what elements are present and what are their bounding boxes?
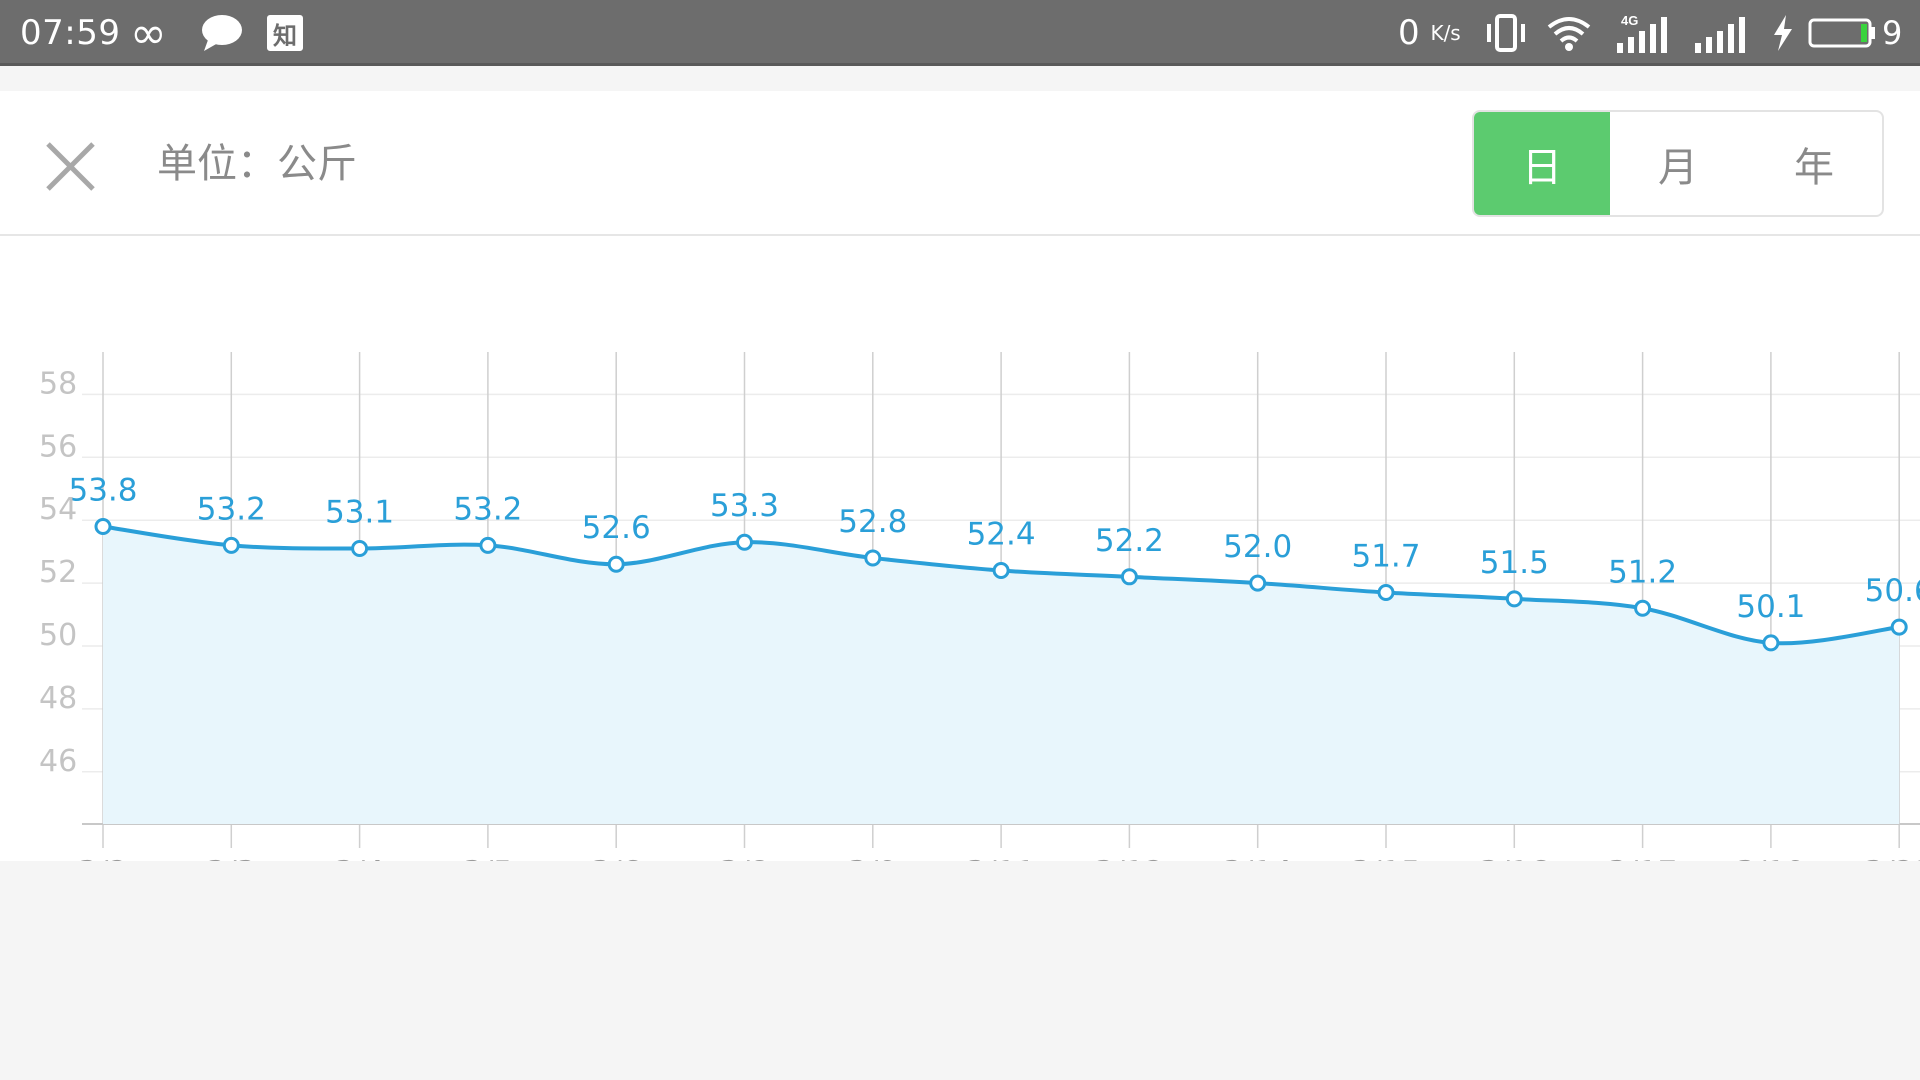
area-fill xyxy=(103,526,1900,824)
data-label: 51.5 xyxy=(1480,545,1549,581)
weight-chart-panel: 单位：公斤 日 月 年 53.8 53.2 53.1 53.2 52.6 53.3 52.8… xyxy=(0,91,1920,861)
x-tick-date: 3/17 xyxy=(1608,855,1678,861)
chat-bubble-icon xyxy=(200,0,244,66)
data-label: 53.2 xyxy=(453,491,522,527)
status-bar: 07:59 ∞ 知 0 K/s 4G 9 xyxy=(0,0,1920,66)
x-tick-date: 3/8 xyxy=(720,855,770,861)
y-tick-label: 58 xyxy=(39,366,77,401)
data-point xyxy=(222,536,240,554)
data-point xyxy=(1634,599,1652,617)
y-axis-ticks: 46 48 50 52 54 56 58 xyxy=(39,366,77,778)
y-tick-label: 48 xyxy=(39,681,77,716)
data-point xyxy=(1505,590,1523,608)
data-point xyxy=(1762,634,1780,652)
segment-year[interactable]: 年 xyxy=(1794,144,1834,191)
data-label: 52.8 xyxy=(838,504,907,540)
x-tick-date: 3/3 xyxy=(206,855,256,861)
data-point xyxy=(1120,568,1138,586)
x-tick-date: 3/19 xyxy=(1736,855,1806,861)
x-tick-date: 3/9 xyxy=(848,855,898,861)
x-tick-date: 3/2 xyxy=(78,855,128,861)
data-point xyxy=(736,533,753,551)
vibrate-icon xyxy=(1484,0,1528,66)
unit-label: 单位：公斤 xyxy=(157,141,357,187)
data-point xyxy=(1377,584,1395,602)
signal-4g-icon: 4G xyxy=(1615,0,1675,66)
data-point xyxy=(1890,618,1908,636)
x-tick-date: 3/16 xyxy=(1479,855,1549,861)
zhihu-icon: 知 xyxy=(267,0,303,66)
data-point xyxy=(351,540,369,558)
segment-day[interactable]: 日 xyxy=(1474,112,1610,215)
data-label: 53.8 xyxy=(68,472,137,508)
weight-chart: 53.8 53.2 53.1 53.2 52.6 53.3 52.8 52.4 52.2 52.0… xyxy=(39,352,1920,861)
net-speed-value: 0 xyxy=(1398,13,1420,53)
x-tick-date: 3/22 xyxy=(1864,855,1920,861)
data-label: 52.4 xyxy=(967,517,1036,553)
data-label: 53.3 xyxy=(710,488,779,524)
data-label: 51.7 xyxy=(1351,539,1420,575)
x-tick-date: 3/14 xyxy=(1223,855,1293,861)
chart-points xyxy=(94,517,1908,652)
x-tick-date: 3/15 xyxy=(1351,855,1421,861)
x-tick-date: 3/6 xyxy=(591,855,641,861)
network-type-text: 4G xyxy=(1621,13,1638,28)
infinity-icon: ∞ xyxy=(130,7,167,59)
data-label: 52.0 xyxy=(1223,529,1292,565)
wifi-icon xyxy=(1545,0,1593,66)
signal-icon xyxy=(1693,0,1751,66)
data-label: 52.2 xyxy=(1095,523,1164,559)
data-point xyxy=(1249,574,1267,592)
data-point xyxy=(864,549,882,567)
status-time: 07:59 xyxy=(20,13,121,53)
chart-header: 单位：公斤 日 月 年 xyxy=(0,91,1920,236)
y-tick-label: 52 xyxy=(39,555,77,590)
charging-icon xyxy=(1770,0,1796,66)
data-label: 53.1 xyxy=(325,495,394,531)
x-tick-date: 3/5 xyxy=(463,855,513,861)
close-icon xyxy=(46,142,95,191)
zhihu-icon-text: 知 xyxy=(267,15,303,51)
x-tick-date: 3/12 xyxy=(1095,855,1165,861)
battery-icon xyxy=(1808,0,1878,66)
y-tick-label: 50 xyxy=(39,618,77,653)
data-label: 50.1 xyxy=(1736,589,1805,625)
chart-value-labels: 53.8 53.2 53.1 53.2 52.6 53.3 52.8 52.4 52.2 52.0… xyxy=(68,472,1920,624)
net-speed-unit: K/s xyxy=(1430,21,1461,45)
data-point xyxy=(607,555,625,573)
x-tick-date: 3/4 xyxy=(335,855,385,861)
y-tick-label: 46 xyxy=(39,744,77,779)
period-segmented-control: 日 月 年 xyxy=(1472,110,1884,217)
segment-month[interactable]: 月 xyxy=(1658,144,1698,191)
data-label: 53.2 xyxy=(197,491,266,527)
x-axis-ticks: 3/220173/320173/420173/520173/620173/820… xyxy=(78,855,1920,861)
data-label: 52.6 xyxy=(582,510,651,546)
data-label: 51.2 xyxy=(1608,554,1677,590)
data-point xyxy=(992,562,1010,580)
data-point xyxy=(479,536,497,554)
close-button[interactable] xyxy=(38,134,103,199)
data-point xyxy=(94,517,112,535)
data-label: 50.6 xyxy=(1865,573,1920,609)
y-tick-label: 56 xyxy=(39,429,77,464)
x-tick-date: 3/11 xyxy=(966,855,1036,861)
net-speed: 0 K/s xyxy=(1398,0,1461,66)
battery-level: 9 xyxy=(1882,14,1903,52)
y-tick-label: 54 xyxy=(39,492,77,527)
